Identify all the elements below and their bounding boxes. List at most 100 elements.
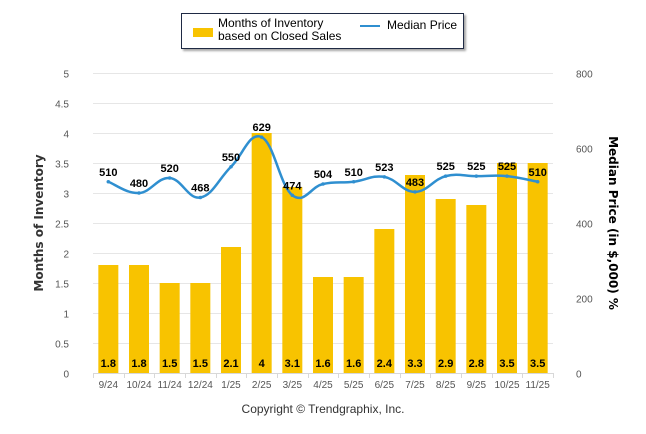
y-tick-label: 2.5 — [55, 220, 69, 231]
y-tick-label: 3 — [63, 190, 69, 201]
y-axis-left: 0 0.5 1 1.5 2 2.5 3 3.5 4 4.5 5 — [55, 70, 69, 381]
x-tick-label: 11/25 — [526, 380, 551, 391]
line-value-label: 525 — [467, 161, 485, 173]
x-tick-label: 7/25 — [405, 380, 425, 391]
bar-value-label: 1.8 — [131, 358, 146, 370]
bar-value-label: 1.6 — [315, 358, 330, 370]
line-point — [198, 195, 203, 200]
line-value-label: 510 — [528, 167, 546, 179]
bar — [497, 163, 517, 373]
bar — [221, 247, 241, 373]
x-tick-label: 3/25 — [283, 380, 303, 391]
legend-line-swatch — [360, 25, 380, 27]
y-axis-title: Months of Inventory — [32, 154, 46, 291]
bar — [527, 163, 548, 373]
x-tick-label: 12/24 — [188, 380, 213, 391]
legend-line-label: Median Price — [387, 18, 458, 32]
bar-value-label: 3.5 — [530, 358, 545, 370]
line-value-label: 510 — [344, 167, 362, 179]
bar-value-label: 2.4 — [377, 358, 393, 370]
x-tick-label: 6/25 — [375, 380, 395, 391]
y-tick-label: 3.5 — [55, 160, 69, 171]
line-point — [443, 174, 448, 178]
bar — [129, 265, 149, 373]
legend-bar-label: Months of Inventory based on Closed Sale… — [218, 16, 342, 43]
x-tick-label: 9/25 — [467, 380, 487, 391]
bar — [374, 229, 395, 373]
bar-value-label: 1.8 — [101, 358, 116, 370]
line-value-label: 483 — [406, 177, 424, 189]
bar-value-label: 1.6 — [346, 358, 361, 370]
bars — [98, 133, 548, 373]
y-tick-label: 5 — [63, 70, 69, 81]
x-tick-label: 4/25 — [313, 380, 333, 391]
line-point — [413, 190, 417, 194]
bar-value-label: 3.5 — [499, 358, 514, 370]
line-value-label: 525 — [498, 161, 516, 173]
line-value-label: 504 — [314, 169, 333, 181]
y-tick-label: 1 — [63, 310, 69, 321]
line-value-label: 550 — [222, 152, 240, 164]
line-value-label: 520 — [160, 163, 178, 175]
line-value-label: 480 — [130, 178, 148, 190]
bar — [466, 205, 487, 373]
line-value-label: 525 — [436, 161, 454, 173]
bar — [405, 175, 425, 373]
y-tick-label: 1.5 — [55, 280, 69, 291]
bar-value-label: 3.3 — [407, 358, 422, 370]
y-tick-label: 4.5 — [55, 100, 69, 111]
y2-axis-title: Median Price (in $,000) % — [606, 136, 620, 310]
x-tick-label: 9/24 — [99, 380, 119, 391]
bar — [159, 283, 180, 373]
line-value-label: 510 — [99, 167, 117, 179]
y2-tick-label: 200 — [576, 295, 593, 306]
x-tick-label: 8/25 — [436, 380, 456, 391]
line-value-label: 468 — [191, 183, 209, 195]
x-tick-label: 10/24 — [126, 380, 151, 391]
data-labels: 1.8 1.8 1.5 1.5 2.1 4 3.1 1.6 1.6 2.4 3.3 2.9 2.8 3.5… — [99, 122, 547, 370]
x-tick-label: 2/25 — [252, 380, 272, 391]
bar-value-label: 2.8 — [469, 358, 484, 370]
line-value-label: 629 — [252, 122, 270, 134]
bar-value-label: 2.9 — [438, 358, 453, 370]
x-axis: 9/24 10/24 11/24 12/24 1/25 2/25 3/25 4/25 5/25 6… — [99, 380, 551, 391]
y-tick-label: 0.5 — [55, 340, 69, 351]
bar-value-label: 2.1 — [223, 358, 238, 370]
bar-value-label: 1.5 — [162, 358, 177, 370]
bar — [190, 283, 211, 373]
bar — [98, 265, 119, 373]
line-point — [167, 176, 172, 180]
line-point — [137, 191, 141, 195]
bar — [343, 277, 364, 373]
y2-tick-label: 0 — [576, 370, 582, 381]
bar — [282, 187, 303, 373]
bar-value-label: 3.1 — [285, 358, 300, 370]
line-value-label: 523 — [375, 162, 393, 174]
line-point — [474, 174, 479, 178]
line-value-label: 474 — [283, 180, 302, 192]
y-tick-label: 4 — [63, 130, 69, 141]
legend: Months of Inventory based on Closed Sale… — [181, 13, 464, 49]
line-point — [382, 175, 387, 179]
y2-tick-label: 400 — [576, 220, 593, 231]
line-point — [321, 182, 325, 186]
line-point — [229, 164, 233, 169]
line-point — [290, 193, 295, 198]
bar — [435, 199, 456, 373]
x-tick-label: 5/25 — [344, 380, 364, 391]
legend-bar-swatch — [193, 28, 213, 37]
line-point — [505, 174, 509, 178]
y-tick-label: 2 — [63, 250, 69, 261]
y-tick-label: 0 — [63, 370, 69, 381]
x-tick-label: 10/25 — [494, 380, 519, 391]
bar — [251, 133, 272, 373]
copyright-text: Copyright © Trendgraphix, Inc. — [241, 402, 405, 416]
line-point — [259, 135, 264, 139]
y-axis-right: 0 200 400 600 800 — [576, 70, 593, 381]
x-tick-label: 11/24 — [158, 380, 183, 391]
line-point — [535, 179, 540, 184]
y2-tick-label: 600 — [576, 145, 593, 156]
price-line-group — [106, 135, 540, 200]
line-point — [106, 179, 111, 184]
